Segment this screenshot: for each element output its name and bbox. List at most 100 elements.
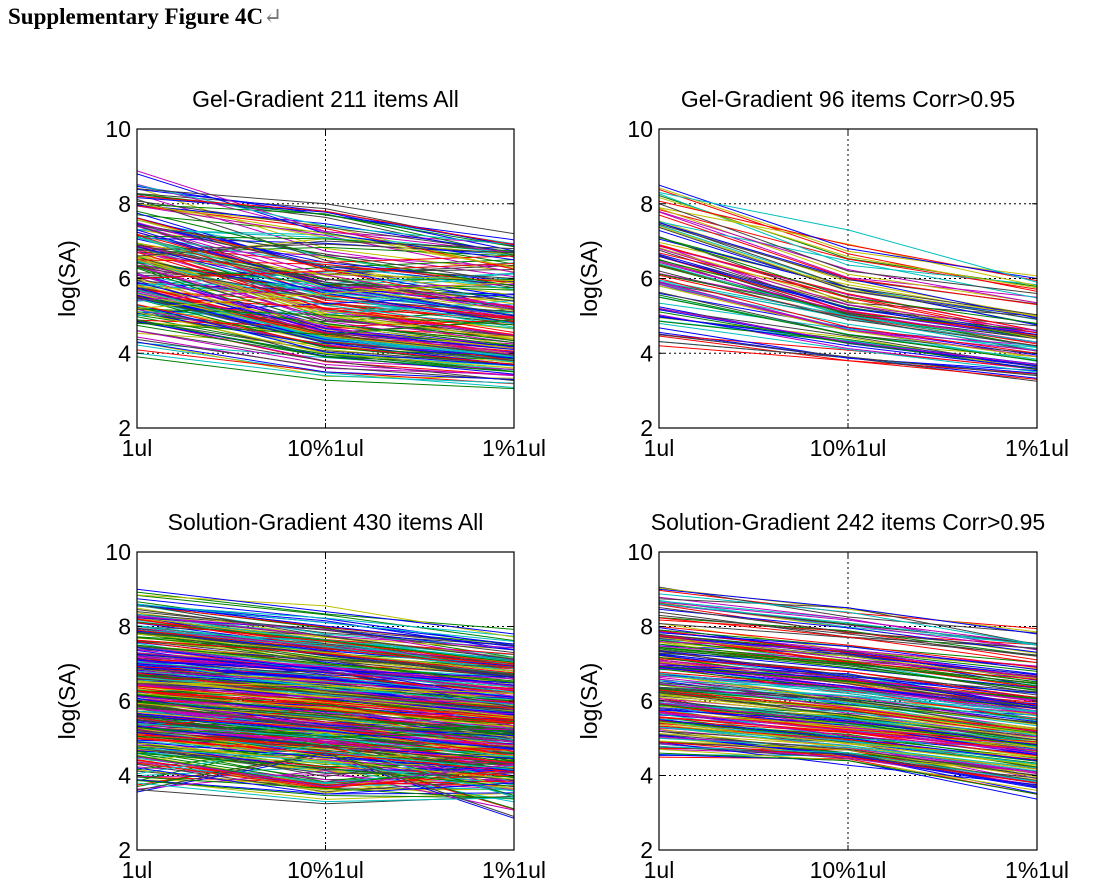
series-line — [659, 283, 1037, 348]
series-line — [137, 221, 514, 309]
series-line — [137, 629, 514, 668]
series-line — [659, 726, 1037, 769]
series-line — [137, 633, 514, 672]
series-line — [137, 621, 514, 663]
series-line — [137, 262, 514, 291]
series-line — [137, 204, 514, 253]
y-tick-label: 4 — [640, 340, 653, 366]
chart-panel-3: 2 4 6 8 10 1ul 10%1ul 1%1ul Solution-Gradient 43… — [54, 509, 546, 883]
series-line — [659, 658, 1037, 699]
series-line — [137, 210, 514, 287]
series-line — [137, 195, 514, 246]
series-line — [137, 743, 514, 798]
series-line — [137, 292, 514, 366]
series-line — [137, 670, 514, 699]
series-line — [659, 278, 1037, 354]
series-line — [137, 707, 514, 743]
series-line — [137, 188, 514, 235]
series-line — [137, 187, 514, 273]
series-line — [137, 625, 514, 672]
series-line — [137, 320, 514, 375]
series-line — [137, 251, 514, 336]
series-line — [659, 203, 1037, 294]
figure-title: Supplementary Figure 4C↵ — [8, 4, 282, 30]
series-line — [137, 693, 514, 728]
series-line — [659, 285, 1037, 358]
x-tick-label: 1%1ul — [482, 857, 546, 883]
y-axis-label: log(SA) — [54, 663, 80, 740]
series-line — [137, 730, 514, 765]
series-line — [659, 211, 1037, 298]
series-line — [659, 614, 1037, 657]
series-line — [659, 637, 1037, 680]
series-line — [659, 696, 1037, 739]
series-line — [659, 236, 1037, 324]
series-line — [659, 721, 1037, 765]
series-line — [137, 696, 514, 728]
series-line — [659, 617, 1037, 664]
series-line — [659, 601, 1037, 645]
y-tick-label: 6 — [640, 266, 653, 292]
series-lines — [659, 184, 1037, 382]
series-line — [137, 298, 514, 358]
series-line — [659, 665, 1037, 699]
series-line — [659, 675, 1037, 715]
series-line — [137, 248, 514, 310]
series-line — [659, 659, 1037, 702]
series-line — [659, 632, 1037, 671]
series-line — [137, 629, 514, 677]
series-line — [659, 315, 1037, 369]
series-line — [659, 196, 1037, 289]
series-line — [137, 747, 514, 780]
series-line — [137, 727, 514, 758]
series-line — [137, 604, 514, 637]
series-line — [137, 747, 514, 792]
series-line — [137, 289, 514, 358]
series-line — [137, 691, 514, 725]
series-line — [659, 245, 1037, 332]
series-line — [659, 709, 1037, 746]
y-tick-label: 6 — [118, 266, 131, 292]
series-line — [137, 713, 514, 749]
series-line — [659, 596, 1037, 651]
series-line — [137, 707, 514, 746]
series-line — [137, 647, 514, 678]
figure-title-text: Supplementary Figure 4C — [8, 4, 264, 29]
chart-panel-4: 2 4 6 8 10 1ul 10%1ul 1%1ul Solution-Gradient 24… — [576, 509, 1069, 883]
series-line — [137, 288, 514, 356]
series-line — [137, 231, 514, 308]
y-tick-label: 2 — [118, 415, 131, 441]
series-line — [137, 224, 514, 283]
series-line — [659, 331, 1037, 374]
y-tick-label: 4 — [118, 763, 131, 789]
series-line — [659, 334, 1037, 369]
series-line — [137, 336, 514, 376]
series-line — [137, 770, 514, 811]
chart-title: Gel-Gradient 211 items All — [192, 86, 459, 112]
series-line — [137, 234, 514, 319]
series-line — [659, 236, 1037, 317]
series-line — [659, 734, 1037, 776]
y-tick-label: 8 — [118, 614, 131, 640]
y-tick-label: 8 — [118, 191, 131, 217]
series-line — [659, 248, 1037, 332]
series-line — [137, 259, 514, 284]
series-line — [137, 767, 514, 795]
series-line — [137, 295, 514, 358]
series-line — [137, 197, 514, 252]
chart-panel-2: 2 4 6 8 10 1ul 10%1ul 1%1ul Gel-Gradient 96 item… — [576, 86, 1069, 461]
series-line — [137, 352, 514, 384]
series-line — [659, 630, 1037, 679]
series-line — [137, 752, 514, 817]
series-line — [659, 719, 1037, 762]
series-line — [659, 664, 1037, 707]
y-tick-label: 10 — [105, 116, 131, 142]
series-line — [659, 674, 1037, 717]
series-line — [137, 240, 514, 257]
series-lines — [137, 170, 514, 390]
series-line — [137, 685, 514, 721]
series-line — [137, 603, 514, 660]
series-line — [659, 296, 1037, 362]
series-line — [659, 650, 1037, 689]
series-line — [659, 586, 1037, 634]
